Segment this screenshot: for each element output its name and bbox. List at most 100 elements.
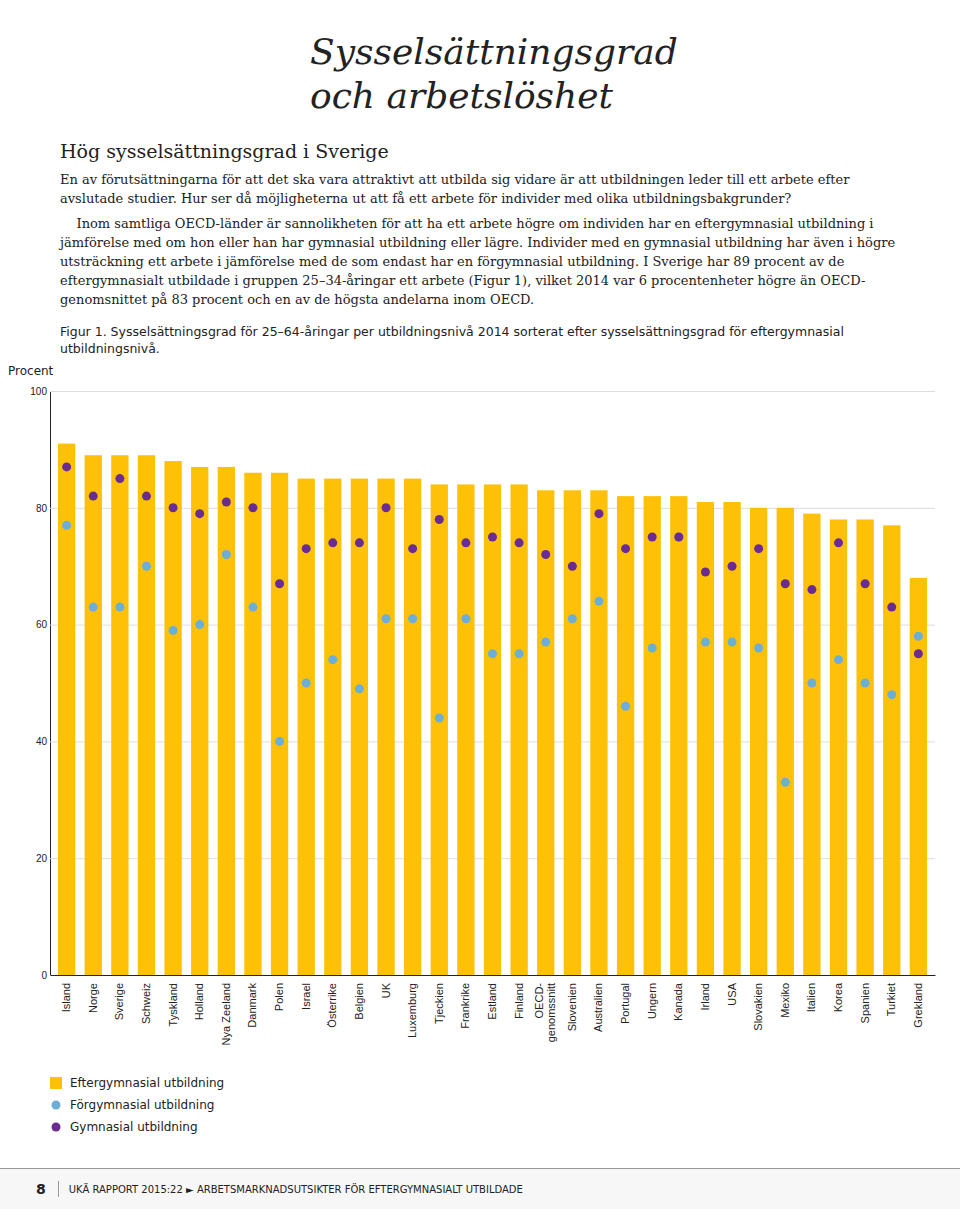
x-tick: UK <box>380 982 392 998</box>
body-text: En av förutsättningarna för att det ska … <box>60 170 900 309</box>
dot <box>222 550 231 559</box>
legend-label: Eftergymnasial utbildning <box>70 1076 224 1090</box>
x-tick: Korea <box>832 982 844 1012</box>
x-tick: Mexiko <box>779 983 791 1018</box>
x-tick-label: Grekland <box>912 983 924 1028</box>
y-tick: 100 <box>30 386 935 397</box>
dot <box>754 544 763 553</box>
x-tick-label: Belgien <box>353 983 365 1020</box>
dot <box>382 614 391 623</box>
bar <box>351 479 368 975</box>
x-tick-label-line: Irland <box>699 983 711 1011</box>
x-tick: Slovakien <box>752 983 764 1031</box>
page: Sysselsättningsgradoch arbetslöshet Hög … <box>0 0 960 1209</box>
dot <box>488 649 497 658</box>
dot <box>807 679 816 688</box>
dot <box>435 714 444 723</box>
x-tick-label-line: Tyskland <box>167 983 179 1026</box>
x-tick-label-line: UK <box>380 982 392 998</box>
page-title: Sysselsättningsgrad <box>310 30 920 74</box>
x-tick-label-line: Schweiz <box>140 983 152 1024</box>
dot <box>568 562 577 571</box>
x-tick-label: Korea <box>832 982 844 1012</box>
legend-swatch <box>52 1123 61 1132</box>
x-tick-label: Nya Zeeland <box>220 983 232 1045</box>
x-tick-label: Italien <box>805 983 817 1012</box>
legend-swatch <box>50 1077 62 1089</box>
dot <box>382 503 391 512</box>
dot <box>89 603 98 612</box>
x-tick: Danmark <box>246 983 258 1028</box>
x-tick: Spanien <box>859 983 871 1023</box>
x-tick-label: Tjeckien <box>433 983 445 1024</box>
series-2 <box>62 462 923 658</box>
dot <box>594 509 603 518</box>
x-tick-label: Spanien <box>859 983 871 1023</box>
section-title: Hög sysselsättningsgrad i Sverige <box>60 140 900 162</box>
x-tick: Island <box>60 983 72 1012</box>
x-tick-label: Holland <box>193 983 205 1020</box>
bar <box>404 479 421 975</box>
dot <box>541 550 550 559</box>
x-tick-label: Luxemburg <box>406 983 418 1038</box>
x-tick-label-line: Mexiko <box>779 983 791 1018</box>
body-paragraph: Inom samtliga OECD-länder är sannolikhet… <box>60 214 900 309</box>
dot <box>834 538 843 547</box>
dot <box>302 544 311 553</box>
dot <box>834 655 843 664</box>
x-tick: Tyskland <box>167 983 179 1026</box>
x-tick-label: Finland <box>513 983 525 1019</box>
dot <box>914 649 923 658</box>
x-tick-label-line: Danmark <box>246 983 258 1028</box>
x-tick-label-line: Israel <box>300 983 312 1010</box>
x-tick-label: USA <box>726 982 738 1005</box>
dot <box>648 533 657 542</box>
bar <box>670 496 687 975</box>
x-tick-label: Irland <box>699 983 711 1011</box>
dot <box>302 679 311 688</box>
x-tick-label-line: Italien <box>805 983 817 1012</box>
dot <box>515 649 524 658</box>
x-tick: Norge <box>87 983 99 1013</box>
bar <box>617 496 634 975</box>
x-tick-label: Norge <box>87 983 99 1013</box>
dot <box>621 702 630 711</box>
dot <box>169 626 178 635</box>
dot <box>674 533 683 542</box>
page-title: och arbetslöshet <box>310 74 920 118</box>
dot <box>355 538 364 547</box>
bar <box>590 490 607 975</box>
series-0 <box>58 444 927 975</box>
dot <box>248 503 257 512</box>
x-tick: Österrike <box>326 983 338 1028</box>
series-1 <box>62 521 923 787</box>
y-tick-label: 60 <box>36 619 48 630</box>
x-tick: Portugal <box>619 983 631 1024</box>
dot <box>648 643 657 652</box>
dot <box>248 603 257 612</box>
x-tick-label-line: Luxemburg <box>406 983 418 1038</box>
x-tick-label-line: Portugal <box>619 983 631 1024</box>
x-tick-label-line: Korea <box>832 982 844 1012</box>
x-tick: Italien <box>805 983 817 1012</box>
bar <box>856 519 873 975</box>
bar <box>644 496 661 975</box>
dot <box>115 603 124 612</box>
dot <box>488 533 497 542</box>
dot <box>461 538 470 547</box>
y-tick-label: 20 <box>36 853 48 864</box>
x-tick-label: Island <box>60 983 72 1012</box>
dot <box>89 492 98 501</box>
bar <box>484 484 501 975</box>
x-tick-label: Portugal <box>619 983 631 1024</box>
x-tick: Nya Zeeland <box>220 983 232 1045</box>
bar <box>244 473 261 975</box>
dot <box>142 492 151 501</box>
x-tick-label: Polen <box>273 983 285 1011</box>
x-tick-label-line: Turkiet <box>885 983 897 1016</box>
grid-line <box>50 975 935 976</box>
x-tick: OECD-genomssnitt <box>533 983 557 1043</box>
dot <box>594 597 603 606</box>
bar <box>564 490 581 975</box>
y-tick-label: 100 <box>30 386 47 397</box>
